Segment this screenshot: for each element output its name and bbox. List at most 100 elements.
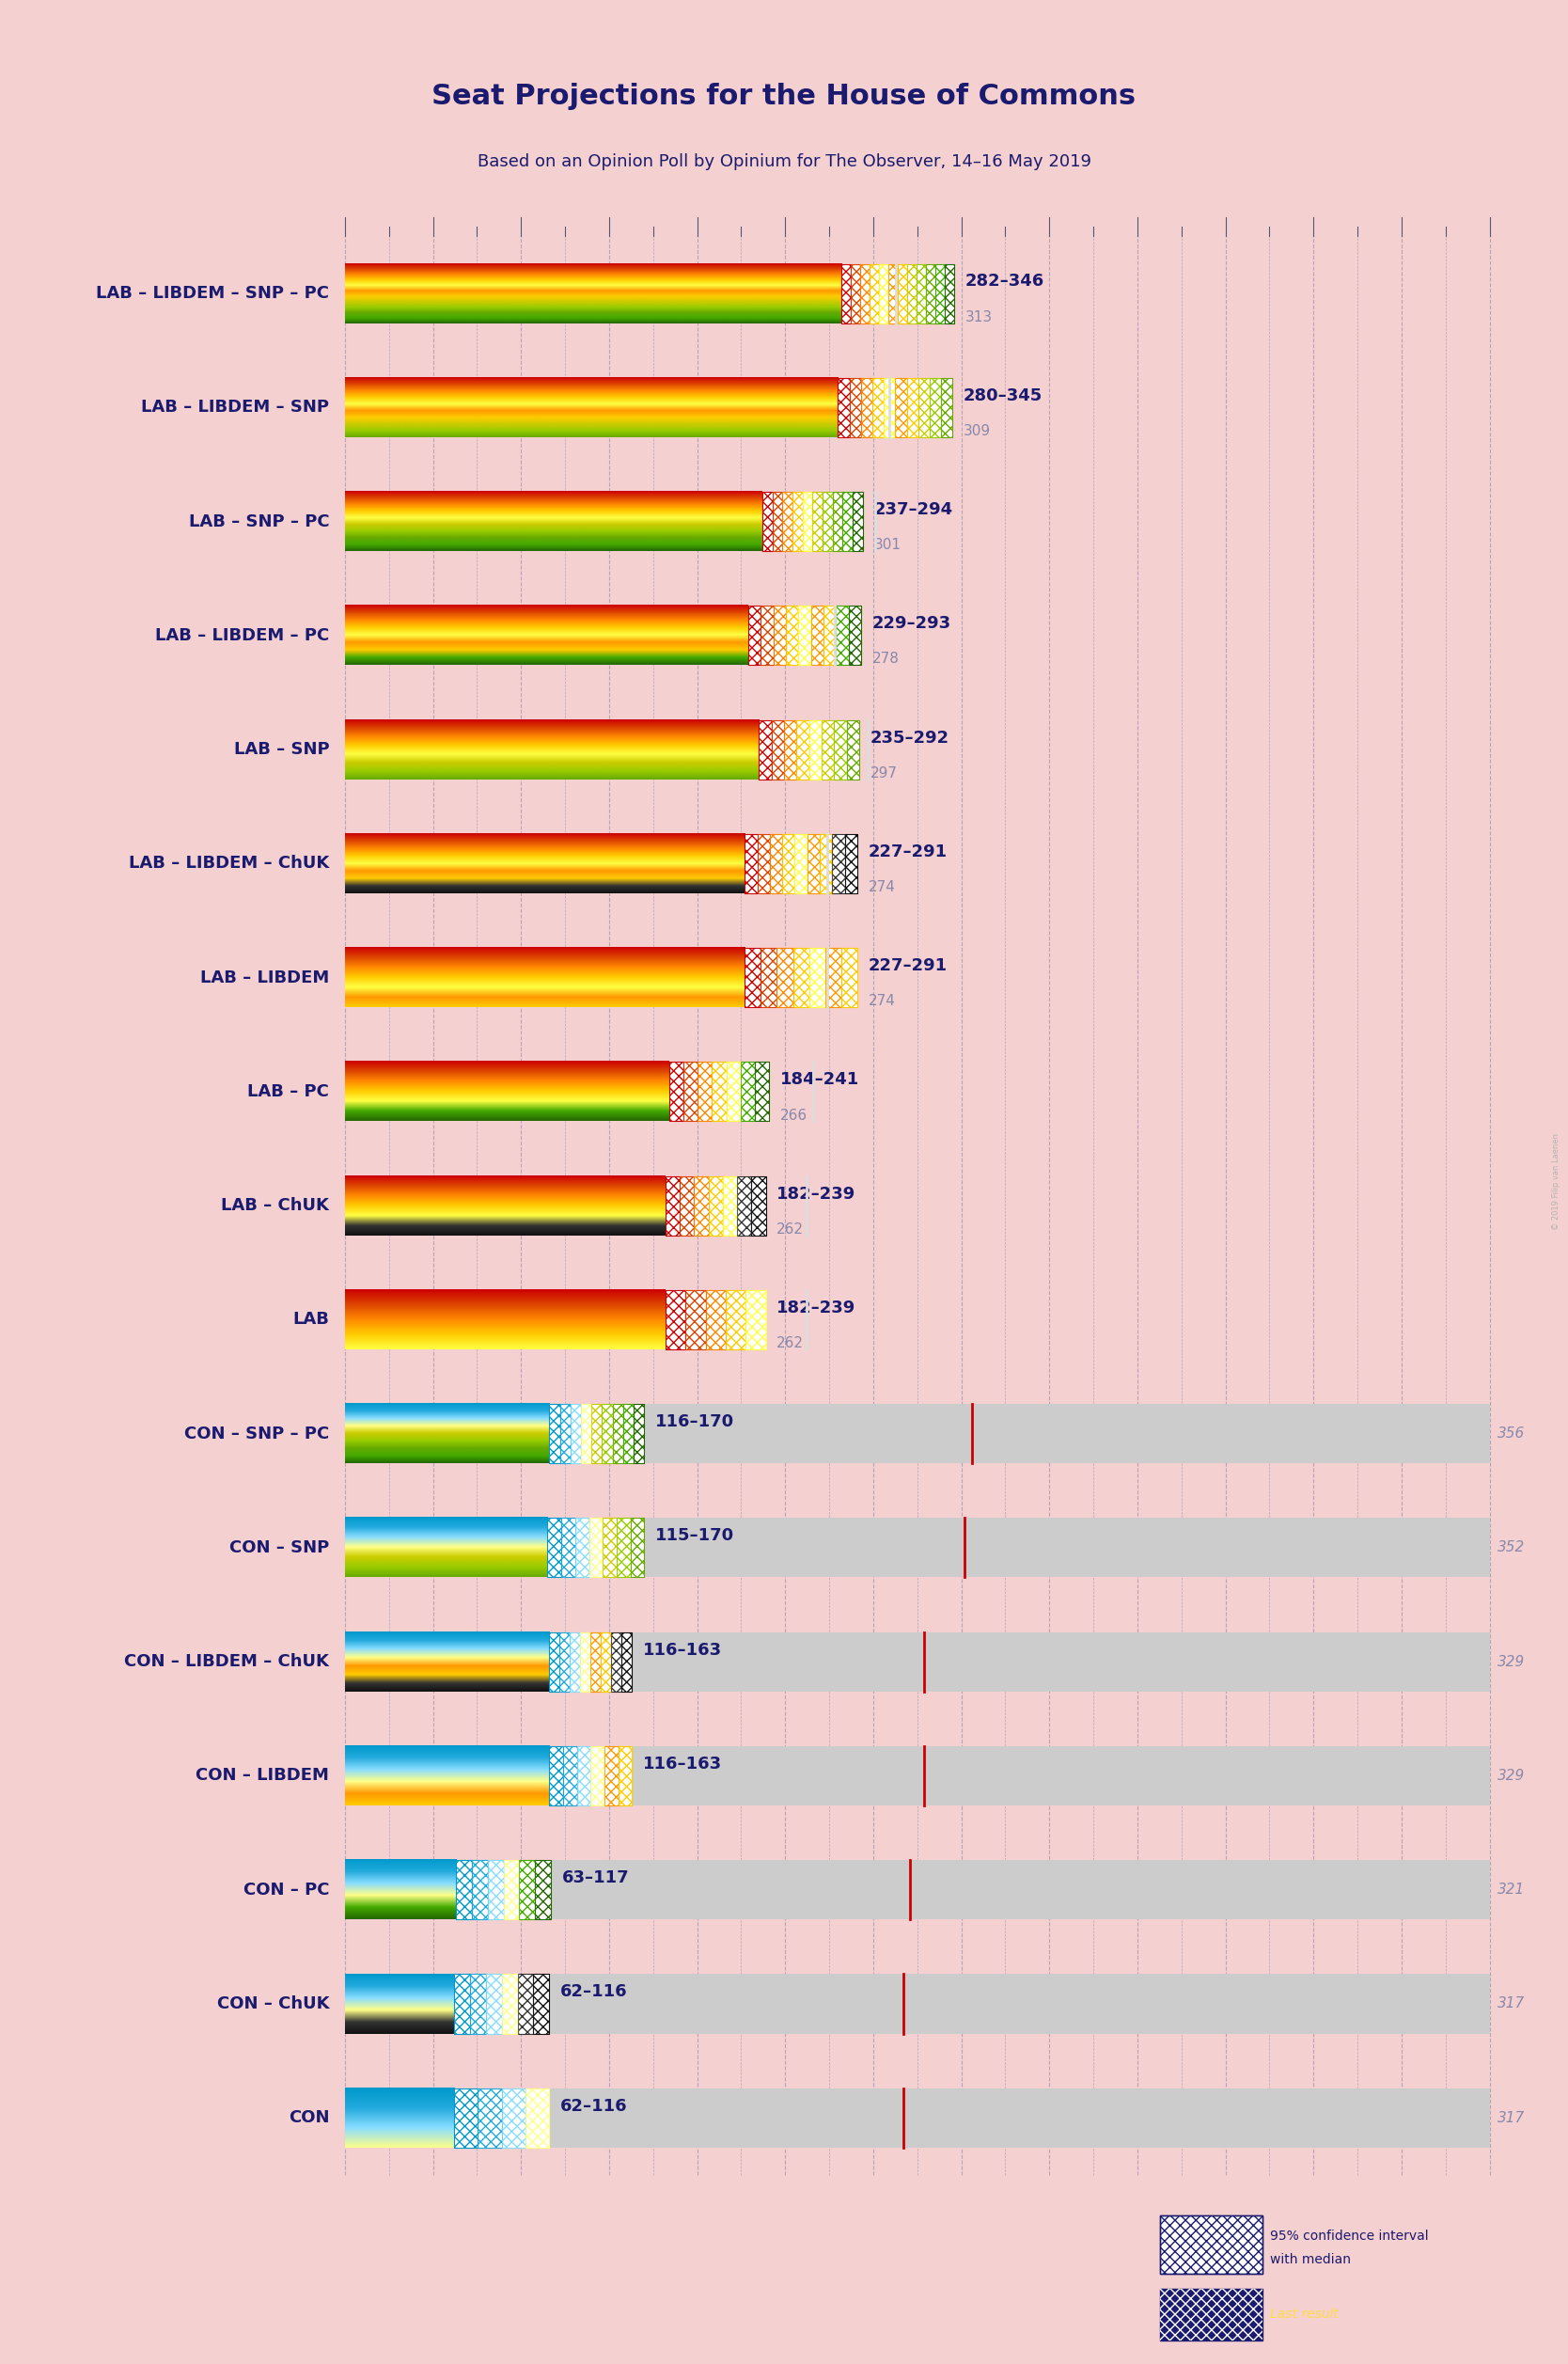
Bar (748, 605, 760, 664)
Bar (822, 721, 834, 780)
Bar (825, 948, 842, 1007)
Bar (478, 2087, 502, 2147)
Bar (563, 1747, 577, 1806)
Bar (577, 1747, 591, 1806)
Bar (706, 1291, 726, 1350)
Bar (591, 1404, 602, 1463)
Bar (630, 1518, 644, 1577)
Bar (591, 1631, 601, 1690)
Bar (792, 492, 803, 551)
Bar (759, 721, 771, 780)
Bar (808, 834, 820, 894)
Bar (842, 492, 853, 551)
Bar (569, 1631, 580, 1690)
Bar (549, 1631, 560, 1690)
Bar (630, 1518, 644, 1577)
Bar (946, 265, 955, 324)
Bar (906, 378, 919, 437)
Bar (861, 265, 870, 324)
Bar (762, 492, 773, 551)
Bar (571, 1404, 580, 1463)
Bar (695, 1175, 709, 1236)
Bar (575, 1518, 590, 1577)
Bar (906, 378, 919, 437)
Bar (560, 1404, 571, 1463)
Bar (927, 265, 936, 324)
Bar (602, 1518, 616, 1577)
Bar (751, 1175, 765, 1236)
Bar (745, 834, 757, 894)
Bar (861, 378, 872, 437)
Bar (851, 265, 861, 324)
Bar (748, 605, 760, 664)
Bar (455, 1974, 470, 2033)
Bar (762, 492, 773, 551)
Text: 352: 352 (1497, 1541, 1526, 1556)
Bar (845, 834, 858, 894)
Bar (823, 605, 836, 664)
Bar (613, 1404, 622, 1463)
Bar (836, 605, 848, 664)
Bar (633, 1404, 644, 1463)
Bar (665, 1291, 685, 1350)
Bar (842, 265, 851, 324)
Bar (797, 721, 809, 780)
Bar (760, 948, 776, 1007)
Bar (726, 1291, 746, 1350)
Bar (889, 265, 898, 324)
Bar (822, 721, 834, 780)
Bar (842, 948, 858, 1007)
Bar (575, 1518, 590, 1577)
Bar (760, 948, 776, 1007)
Bar (571, 1404, 580, 1463)
Bar (823, 492, 833, 551)
Bar (825, 948, 842, 1007)
Bar (613, 1404, 622, 1463)
Bar (845, 834, 858, 894)
Bar (898, 265, 908, 324)
Bar (345, 1860, 1490, 1920)
Bar (525, 2087, 549, 2147)
Bar (549, 1747, 563, 1806)
Bar (740, 1061, 756, 1121)
Bar (519, 1860, 535, 1920)
Bar (795, 834, 808, 894)
Bar (712, 1061, 726, 1121)
Bar (560, 1404, 571, 1463)
Bar (834, 721, 847, 780)
Bar (571, 1404, 580, 1463)
Bar (616, 1518, 630, 1577)
Text: LAB – PC: LAB – PC (248, 1083, 329, 1099)
Bar (591, 1404, 602, 1463)
Bar (782, 834, 795, 894)
Text: 278: 278 (872, 652, 898, 667)
Text: 116–163: 116–163 (643, 1641, 721, 1660)
Bar (569, 1631, 580, 1690)
Bar (503, 1860, 519, 1920)
Bar (345, 1518, 1490, 1577)
Bar (685, 1291, 706, 1350)
Text: 182–239: 182–239 (776, 1184, 856, 1203)
Text: 116–170: 116–170 (655, 1414, 734, 1430)
Bar (803, 492, 812, 551)
Bar (745, 948, 760, 1007)
Text: LAB – LIBDEM – PC: LAB – LIBDEM – PC (155, 626, 329, 643)
Text: LAB – LIBDEM – SNP: LAB – LIBDEM – SNP (141, 400, 329, 416)
Bar (771, 721, 784, 780)
Bar (547, 1518, 561, 1577)
Text: 266: 266 (781, 1109, 808, 1123)
Bar (762, 492, 773, 551)
Bar (833, 492, 842, 551)
Text: Based on an Opinion Poll by Opinium for The Observer, 14–16 May 2019: Based on an Opinion Poll by Opinium for … (477, 154, 1091, 170)
Bar (709, 1175, 723, 1236)
Text: 317: 317 (1497, 2111, 1526, 2125)
Bar (837, 378, 850, 437)
Bar (575, 1518, 590, 1577)
Bar (786, 605, 798, 664)
Bar (503, 1860, 519, 1920)
Bar (941, 378, 952, 437)
Bar (847, 721, 859, 780)
Bar (809, 948, 825, 1007)
Text: 262: 262 (776, 1222, 804, 1236)
Bar (612, 1631, 621, 1690)
